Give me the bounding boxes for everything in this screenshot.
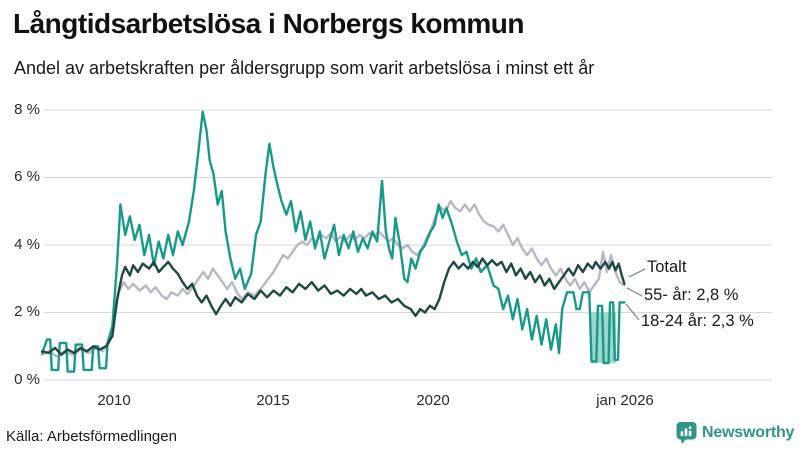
y-tick-6: 6 % [14, 168, 40, 185]
x-tick-2020: 2020 [416, 392, 450, 409]
source-note: Källa: Arbetsförmedlingen [6, 428, 177, 445]
y-tick-0: 0 % [14, 371, 40, 388]
page-title: Långtidsarbetslösa i Norbergs kommun [13, 8, 525, 39]
series-label-totalt: Totalt [647, 258, 687, 276]
newsworthy-wordmark: Newsworthy [702, 424, 795, 441]
label-leader-lines [625, 268, 646, 321]
y-tick-8: 8 % [14, 101, 40, 118]
x-tick-jan-2026: jan 2026 [596, 392, 654, 409]
gridlines [44, 109, 772, 381]
series-line-totalt [41, 257, 626, 356]
page-subtitle: Andel av arbetskraften per åldersgrupp s… [14, 58, 595, 78]
x-tick-2015: 2015 [256, 392, 290, 409]
series-label-55: 55- år: 2,8 % [644, 286, 739, 304]
series-label-18-24: 18-24 år: 2,3 % [641, 312, 754, 330]
newsworthy-logo[interactable]: Newsworthy [676, 421, 796, 445]
x-tick-2010: 2010 [97, 392, 131, 409]
y-tick-4: 4 % [14, 236, 40, 253]
y-tick-2: 2 % [14, 303, 40, 320]
newsworthy-icon [676, 422, 697, 444]
series-line-18-24 [41, 110, 626, 373]
